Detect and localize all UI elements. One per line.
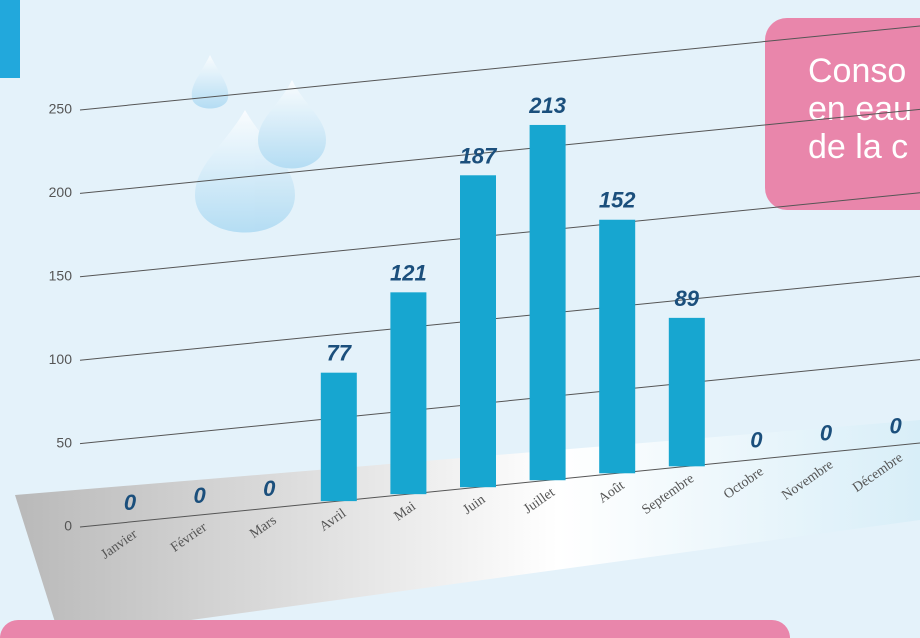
title-line: de la c: [808, 128, 908, 166]
value-label: 0: [889, 413, 902, 438]
water-drops: [192, 55, 326, 233]
title-line: en eau: [808, 90, 912, 128]
bar: [669, 318, 705, 466]
value-label: 0: [193, 483, 206, 508]
y-tick-label: 250: [49, 101, 73, 117]
value-label: 121: [390, 260, 427, 285]
value-label: 0: [124, 490, 137, 515]
grid-line: [80, 276, 920, 360]
y-tick-label: 150: [49, 268, 73, 284]
corner-decoration: [0, 0, 20, 78]
value-label: 77: [327, 341, 353, 366]
y-tick-label: 0: [64, 518, 72, 534]
value-label: 187: [460, 143, 498, 168]
y-tick-label: 200: [49, 184, 73, 200]
bar: [321, 373, 357, 501]
page: Consoen eaude la c 0501001502002500Janvi…: [0, 0, 920, 638]
value-label: 0: [750, 427, 763, 452]
chart: Consoen eaude la c 0501001502002500Janvi…: [0, 0, 920, 638]
bottom-banner: [0, 620, 790, 638]
value-label: 0: [263, 476, 276, 501]
bar: [390, 292, 426, 494]
y-tick-label: 50: [56, 434, 72, 450]
title-line: Conso: [808, 52, 906, 90]
bar: [599, 220, 635, 474]
value-label: 213: [528, 93, 566, 118]
value-label: 152: [599, 188, 636, 213]
bar: [460, 175, 496, 487]
value-label: 89: [675, 286, 700, 311]
value-label: 0: [820, 420, 833, 445]
bar: [530, 125, 566, 480]
y-tick-label: 100: [49, 351, 73, 367]
